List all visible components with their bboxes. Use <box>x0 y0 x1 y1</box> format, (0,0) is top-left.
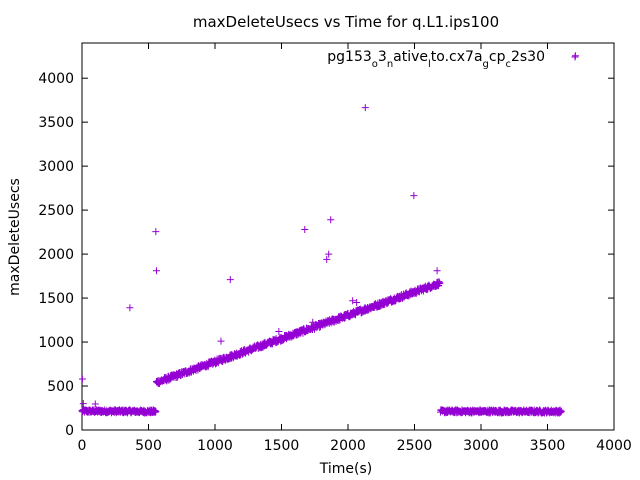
data-point-outlier <box>217 337 225 345</box>
x-tick-label: 3000 <box>463 438 499 454</box>
data-point <box>436 279 444 287</box>
axes <box>81 42 615 431</box>
data-point-outlier <box>325 250 333 258</box>
x-tick-label: 2500 <box>397 438 433 454</box>
tick-labels: 0 500 1000 1500 2000 2500 3000 3500 4000 0 500 1000… <box>38 71 631 454</box>
data-point-outlier <box>126 304 134 312</box>
data-point-outlier <box>327 216 335 224</box>
data-point <box>152 407 160 415</box>
legend-text-part: 2s30 <box>511 49 545 65</box>
data-point-outlier <box>91 400 99 408</box>
data-point-outlier <box>410 192 418 200</box>
data-point-outlier <box>353 298 361 306</box>
y-tick-label: 1500 <box>38 291 74 307</box>
y-tick-label: 4000 <box>38 71 74 87</box>
data-point-outlier <box>275 327 283 335</box>
data-point-outlier <box>309 318 317 326</box>
x-axis-label: Time(s) <box>319 461 372 477</box>
legend-subscript: o <box>372 59 378 70</box>
legend-subscript: n <box>387 59 393 70</box>
x-tick-label: 1000 <box>197 438 233 454</box>
data-point-outlier <box>349 297 357 305</box>
legend-label: pg153o3nativelto.cx7agcpc2s30 <box>327 49 545 70</box>
legend-text-part: ative <box>393 49 428 65</box>
legend-text-part: 3 <box>378 49 387 65</box>
y-tick-label: 3500 <box>38 115 74 131</box>
data-point-outlier <box>226 276 234 284</box>
legend-text-part: cp <box>489 49 506 65</box>
legend-marker <box>571 53 579 61</box>
data-point-outlier <box>361 104 369 112</box>
y-tick-label: 0 <box>65 423 74 439</box>
x-tick-label: 3500 <box>530 438 566 454</box>
data-point-outlier <box>433 267 441 275</box>
legend: pg153o3nativelto.cx7agcpc2s30 <box>327 49 579 70</box>
data-point-outlier <box>152 267 160 275</box>
legend-text-part: pg153 <box>327 49 372 65</box>
y-tick-label: 2000 <box>38 247 74 263</box>
legend-subscript: c <box>505 59 511 70</box>
x-tick-label: 4000 <box>596 438 632 454</box>
y-tick-label: 3000 <box>38 159 74 175</box>
x-tick-label: 2000 <box>330 438 366 454</box>
data-point-outlier <box>301 225 309 233</box>
y-tick-label: 500 <box>47 379 74 395</box>
data-point-outlier <box>323 255 331 263</box>
chart-title: maxDeleteUsecs vs Time for q.L1.ips100 <box>193 13 499 31</box>
data-point-outlier <box>78 375 86 383</box>
data-point <box>557 407 565 415</box>
plot-frame <box>81 42 615 431</box>
data-point-outlier <box>79 400 87 408</box>
data-point-outlier <box>152 228 160 236</box>
legend-subscript: g <box>483 59 489 70</box>
data-points <box>78 52 579 417</box>
y-tick-label: 1000 <box>38 335 74 351</box>
x-tick-label: 500 <box>135 438 162 454</box>
y-axis-label: maxDeleteUsecs <box>7 178 23 296</box>
x-tick-label: 1500 <box>264 438 300 454</box>
legend-text-part: to.cx7a <box>431 49 483 65</box>
x-tick-label: 0 <box>78 438 87 454</box>
legend-subscript: l <box>428 59 431 70</box>
y-tick-label: 2500 <box>38 203 74 219</box>
